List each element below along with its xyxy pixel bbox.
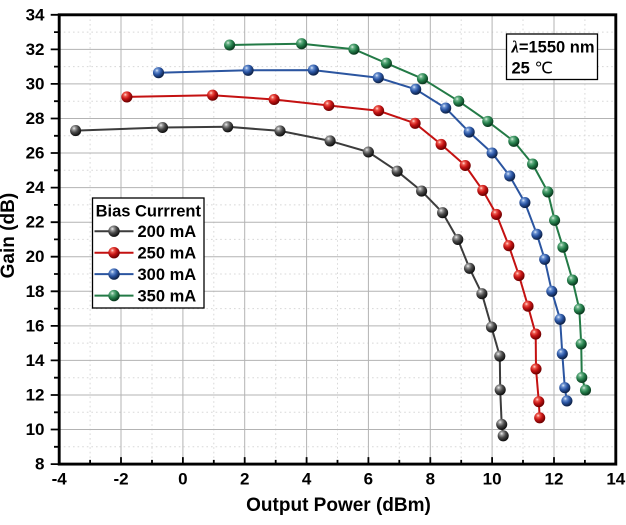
svg-text:250 mA: 250 mA [138,245,197,263]
svg-text:8: 8 [426,470,435,489]
svg-text:6: 6 [364,470,373,489]
svg-text:14: 14 [26,351,45,370]
svg-text:Output Power (dBm): Output Power (dBm) [246,495,431,516]
svg-text:2: 2 [240,470,249,489]
svg-text:300 mA: 300 mA [138,266,197,284]
svg-text:4: 4 [302,470,312,489]
svg-text:λ=1550 nm: λ=1550 nm [511,38,595,57]
svg-text:200 mA: 200 mA [138,223,197,241]
svg-text:24: 24 [26,178,45,197]
svg-text:26: 26 [26,144,45,163]
svg-text:18: 18 [26,282,45,301]
svg-text:-2: -2 [113,470,128,489]
svg-text:30: 30 [26,74,45,93]
svg-text:8: 8 [35,455,44,474]
svg-text:12: 12 [545,470,564,489]
svg-text:22: 22 [26,213,45,232]
svg-text:16: 16 [26,316,45,335]
svg-text:32: 32 [26,40,45,59]
svg-text:14: 14 [606,470,625,489]
svg-text:0: 0 [178,470,187,489]
svg-text:28: 28 [26,109,45,128]
svg-text:25 ℃: 25 ℃ [512,59,553,78]
svg-text:Bias Currrent: Bias Currrent [96,203,202,221]
svg-text:34: 34 [26,5,45,24]
svg-text:12: 12 [26,386,45,405]
svg-text:Gain (dB): Gain (dB) [0,193,19,279]
svg-text:20: 20 [26,247,45,266]
svg-text:10: 10 [483,470,502,489]
svg-text:350 mA: 350 mA [138,287,197,305]
svg-text:-4: -4 [52,470,68,489]
svg-text:10: 10 [26,420,45,439]
